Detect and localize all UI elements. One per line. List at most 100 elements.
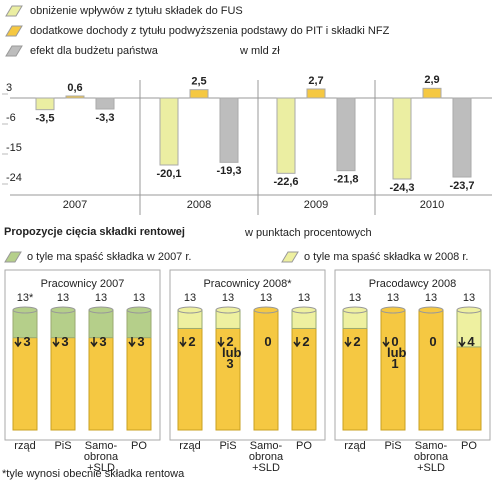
cylinder-top (456, 306, 482, 314)
bar (336, 97, 356, 172)
bar (95, 97, 115, 110)
cylinder-top (380, 306, 406, 314)
y-tick-label: -6 (6, 112, 16, 124)
cylinder-base (177, 309, 203, 431)
value-label: 2 (302, 334, 310, 349)
bar (452, 97, 472, 178)
x-tick-label: PiS (384, 440, 402, 452)
value-label: -22,6 (273, 176, 298, 188)
total-label: 13 (425, 292, 437, 304)
cylinder-top (12, 306, 38, 314)
cylinder-top (291, 306, 317, 314)
value-label: -19,3 (216, 165, 241, 177)
x-tick-label: Samo-obrona +SLD (413, 440, 449, 474)
cut-segment (12, 309, 38, 339)
arrow (382, 337, 390, 348)
bar (159, 97, 179, 166)
x-tick-label: rząd (179, 440, 201, 452)
value-label: 2,9 (424, 74, 439, 86)
arrow (458, 337, 466, 348)
x-tick-label: rząd (344, 440, 366, 452)
value-label: -24,3 (389, 182, 414, 194)
arrow (217, 337, 225, 348)
legend-label: o tyle ma spaść składka w 2008 r. (304, 251, 468, 263)
value-label: 2,7 (308, 75, 323, 87)
x-tick-label: PiS (54, 440, 72, 452)
bar (422, 87, 442, 99)
value-label: -3,3 (96, 112, 115, 124)
arrow (344, 337, 352, 348)
cylinder-top (126, 306, 152, 314)
legend-swatch (5, 25, 23, 37)
footnote: *tyle wynosi obecnie składka rentowa (2, 468, 185, 480)
value-label: -23,7 (449, 180, 474, 192)
total-label: 13 (95, 292, 107, 304)
cylinder-top (88, 306, 114, 314)
value-label: 0 (264, 334, 272, 349)
legend-swatch (5, 5, 23, 17)
total-label: 13 (260, 292, 272, 304)
panel-title: Pracownicy 2008* (203, 278, 292, 290)
x-tick-label: 2008 (187, 199, 211, 211)
arrow (293, 337, 301, 348)
section-unit: w punktach procentowych (244, 227, 372, 239)
cylinder-top (342, 306, 368, 314)
legend-label: dodatkowe dochody z tytułu podwyższenia … (30, 25, 390, 37)
value-label: -21,8 (333, 174, 358, 186)
total-label: 13 (349, 292, 361, 304)
cylinder-base (380, 309, 406, 431)
x-tick-label: 2010 (420, 199, 444, 211)
x-tick-label: PO (296, 440, 312, 452)
bar (306, 88, 326, 99)
value-label: -3,5 (36, 113, 55, 125)
x-tick-label: Samo-obrona +SLD (248, 440, 284, 474)
bar (219, 97, 239, 163)
x-tick-label: Samo-obrona +SLD (83, 440, 119, 474)
value-label: 3 (137, 334, 145, 349)
bar (276, 97, 296, 174)
cylinder-base (215, 309, 241, 431)
total-label: 13 (298, 292, 310, 304)
total-label: 13 (463, 292, 475, 304)
y-tick-label: -24 (6, 172, 22, 184)
unit-label: w mld zł (239, 45, 280, 57)
panel (334, 269, 491, 441)
value-label: 0 (429, 334, 437, 349)
legend-swatch (4, 251, 22, 263)
x-tick-label: PO (461, 440, 477, 452)
value-label: 4 (467, 334, 475, 349)
total-label: 13 (184, 292, 196, 304)
value-label: 2 (353, 334, 361, 349)
legend-swatch (5, 45, 23, 57)
cut-segment (456, 309, 482, 348)
x-tick-label: PO (131, 440, 147, 452)
legend-label: obniżenie wpływów z tytułu składek do FU… (30, 5, 243, 17)
value-label: 3 (61, 334, 69, 349)
bar (189, 89, 209, 99)
x-tick-label: rząd (14, 440, 36, 452)
legend-swatch (281, 251, 299, 263)
arrow (90, 337, 98, 348)
arrow (128, 337, 136, 348)
panel (4, 269, 161, 441)
panel-title: Pracownicy 2007 (41, 278, 125, 290)
total-label: 13* (17, 292, 34, 304)
cylinder-top (418, 306, 444, 314)
panel (169, 269, 326, 441)
x-tick-label: PiS (219, 440, 237, 452)
section-title: Propozycje cięcia składki rentowej (4, 226, 185, 238)
cylinder-top (50, 306, 76, 314)
bar (65, 95, 85, 99)
total-label: 13 (133, 292, 145, 304)
value-label: 3 (23, 334, 31, 349)
value-label: 2 (188, 334, 196, 349)
value-label: 2 lub 3 (222, 334, 242, 371)
legend-label: o tyle ma spaść składka w 2007 r. (27, 251, 191, 263)
legend-label: efekt dla budżetu państwa (30, 45, 159, 57)
x-tick-label: 2007 (63, 199, 87, 211)
x-tick-label: 2009 (304, 199, 328, 211)
total-label: 13 (222, 292, 234, 304)
arrow (179, 337, 187, 348)
